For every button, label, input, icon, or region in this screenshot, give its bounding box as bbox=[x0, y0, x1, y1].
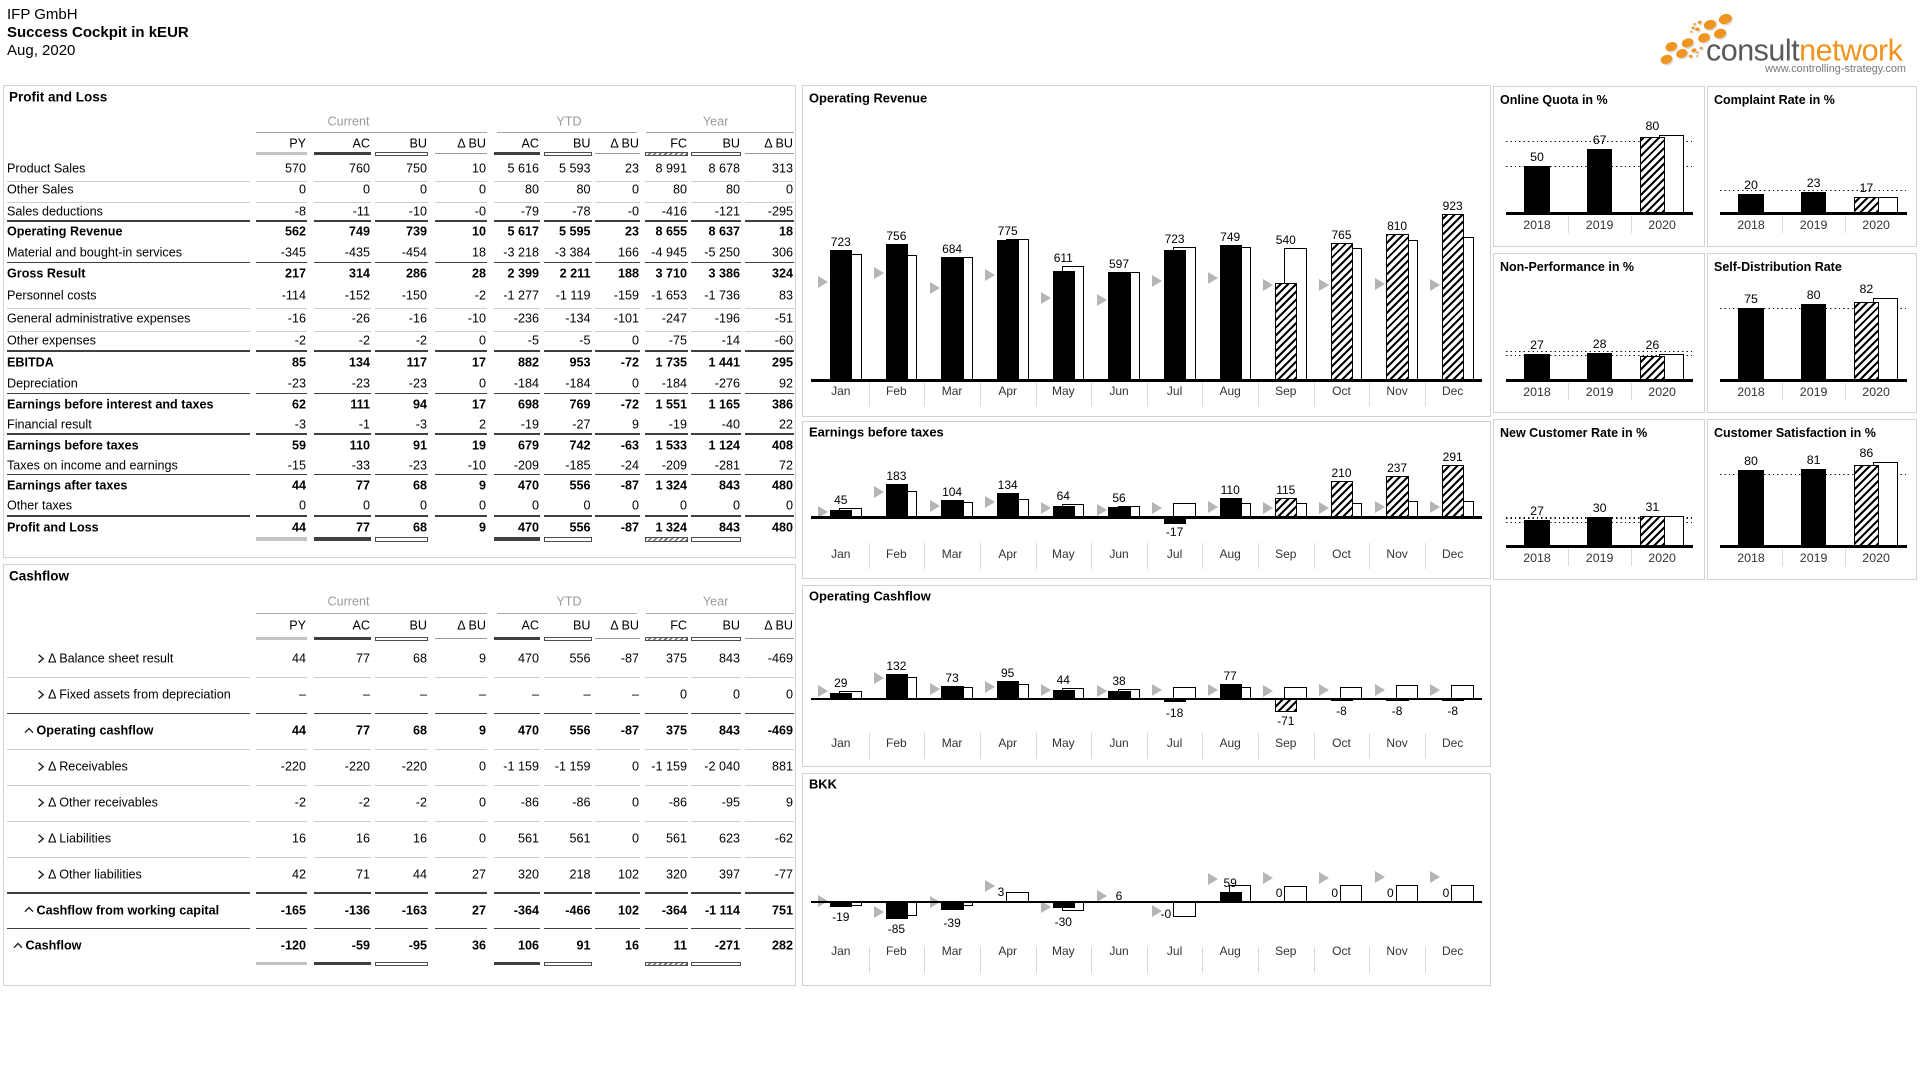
svg-text:www.controlling-strategy.com: www.controlling-strategy.com bbox=[1764, 63, 1906, 75]
svg-text:consultnetwork: consultnetwork bbox=[1706, 34, 1904, 68]
